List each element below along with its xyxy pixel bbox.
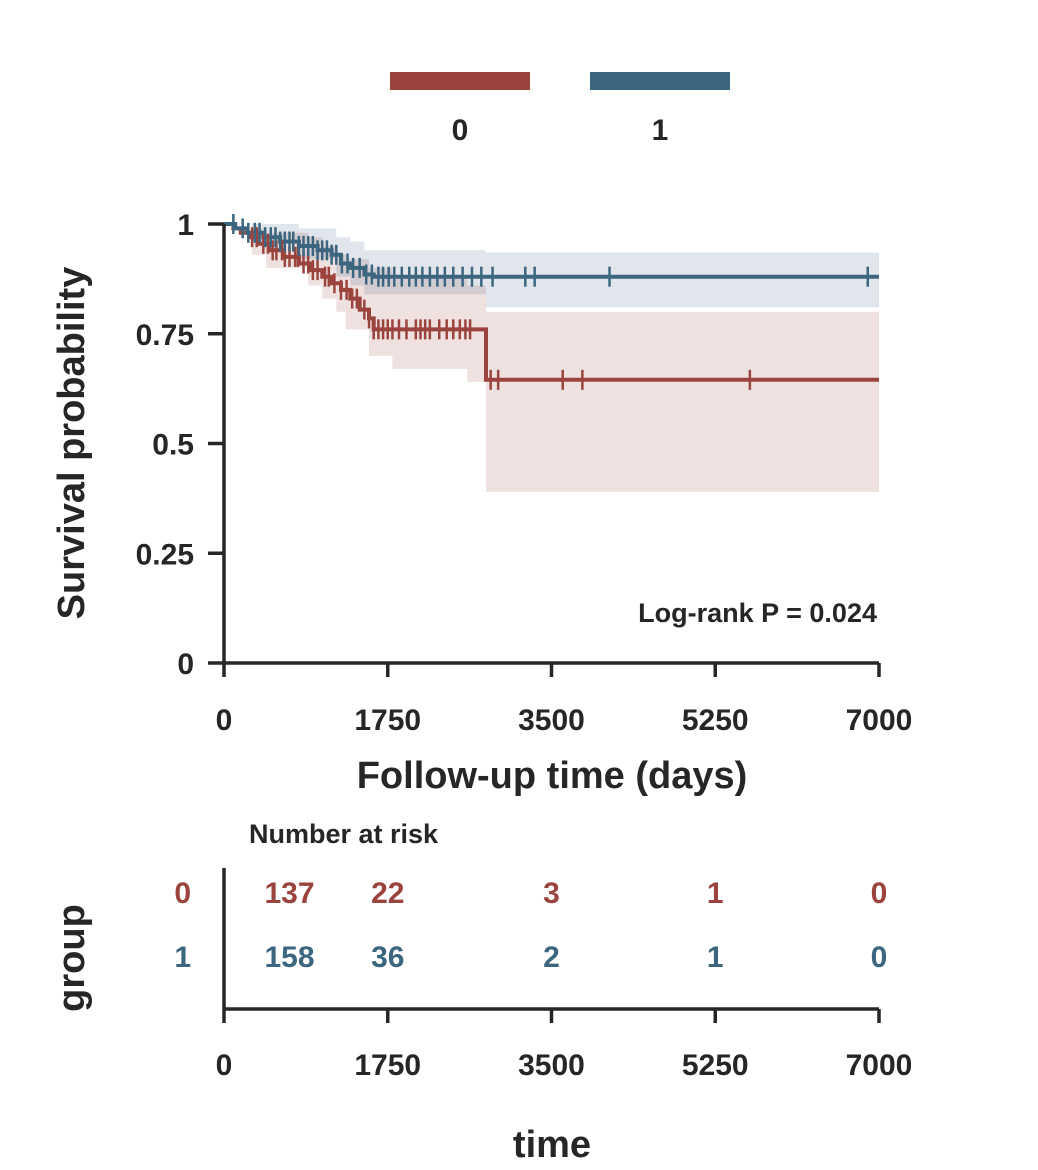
risk-count-0-3: 1 xyxy=(707,877,724,910)
risk-count-1-2: 2 xyxy=(543,941,560,974)
legend-label-1: 1 xyxy=(652,114,669,147)
risk-count-0-0: 137 xyxy=(264,877,314,910)
risk-x-axis-title: time xyxy=(513,1124,591,1166)
confidence-bands xyxy=(224,224,879,492)
risk-group-label-0: 0 xyxy=(174,877,191,910)
risk-x-tick-label-0: 0 xyxy=(216,1049,233,1082)
risk-count-0-2: 3 xyxy=(543,877,560,910)
ci-band-0 xyxy=(224,224,879,492)
risk-count-1-0: 158 xyxy=(264,941,314,974)
x-tick-label-4: 7000 xyxy=(846,704,913,737)
y-tick-label-0: 0 xyxy=(177,648,194,681)
risk-x-tick-label-3: 5250 xyxy=(682,1049,749,1082)
risk-count-1-3: 1 xyxy=(707,941,724,974)
legend-label-0: 0 xyxy=(452,114,469,147)
x-tick-label-1: 1750 xyxy=(354,704,421,737)
legend: 0 1 xyxy=(390,72,730,147)
risk-count-1-4: 0 xyxy=(871,941,888,974)
plot-axes: 0 0.25 0.5 0.75 1 0 1750 3500 5250 7000 xyxy=(136,209,913,737)
risk-table-axes: 0 1750 3500 5250 7000 xyxy=(216,868,913,1082)
risk-x-tick-label-1: 1750 xyxy=(354,1049,421,1082)
risk-count-1-1: 36 xyxy=(371,941,404,974)
risk-count-0-4: 0 xyxy=(871,877,888,910)
censor-marks xyxy=(232,214,870,390)
risk-count-0-1: 22 xyxy=(371,877,404,910)
logrank-annotation: Log-rank P = 0.024 xyxy=(638,598,877,628)
legend-swatch-1 xyxy=(590,72,730,90)
x-axis-title: Follow-up time (days) xyxy=(357,755,748,797)
risk-y-axis-title: group xyxy=(51,904,93,1012)
x-tick-label-3: 5250 xyxy=(682,704,749,737)
risk-table-title: Number at risk xyxy=(249,819,439,849)
risk-group-label-1: 1 xyxy=(174,941,191,974)
risk-x-tick-label-2: 3500 xyxy=(518,1049,585,1082)
legend-swatch-0 xyxy=(390,72,530,90)
y-tick-label-2: 0.5 xyxy=(152,429,194,462)
y-tick-label-1: 0.25 xyxy=(136,538,194,571)
y-tick-label-4: 1 xyxy=(177,209,194,242)
y-axis-title: Survival probability xyxy=(51,267,93,620)
y-tick-label-3: 0.75 xyxy=(136,319,194,352)
risk-table: 0 137 22 3 1 0 1 158 36 2 1 0 xyxy=(174,877,887,974)
x-tick-label-2: 3500 xyxy=(518,704,585,737)
x-tick-label-0: 0 xyxy=(216,704,233,737)
risk-x-tick-label-4: 7000 xyxy=(846,1049,913,1082)
